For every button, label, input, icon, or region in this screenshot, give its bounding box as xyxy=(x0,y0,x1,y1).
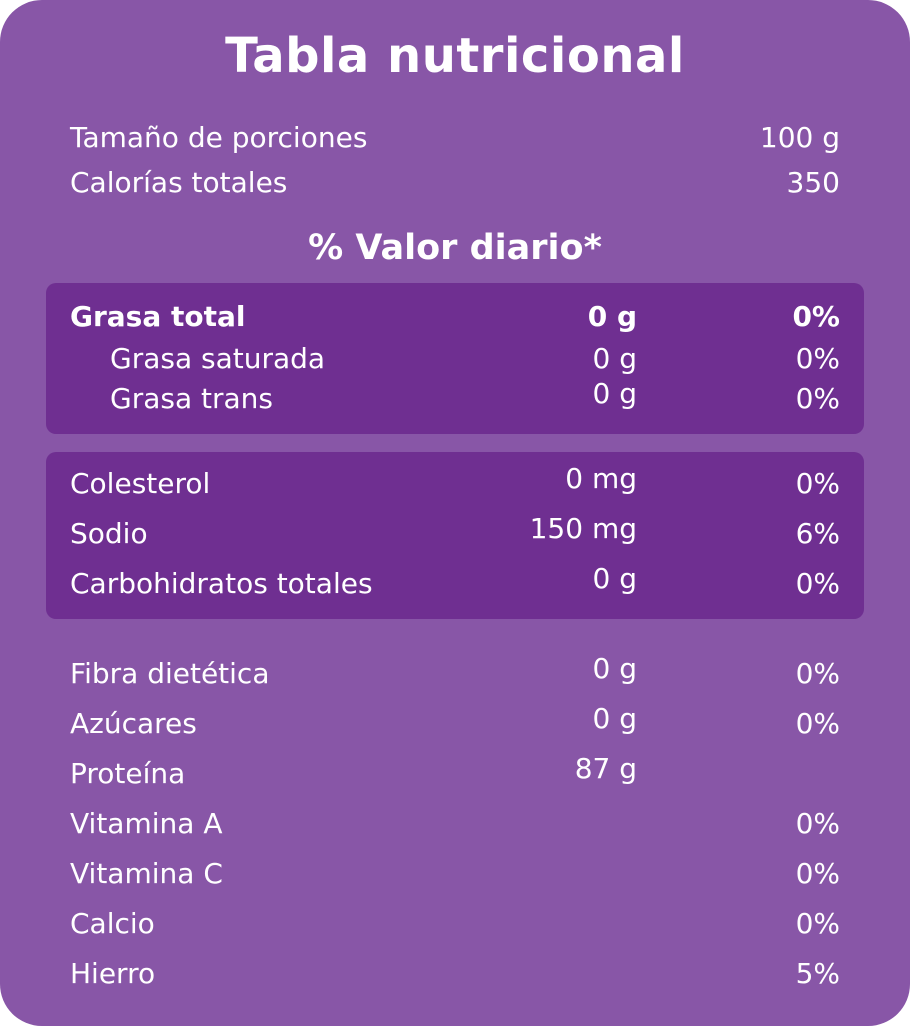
nutrient-percent: 0% xyxy=(795,807,840,840)
nutrient-percent: 0% xyxy=(795,657,840,690)
nutrient-label: Hierro xyxy=(70,957,156,990)
nutrient-percent: 5% xyxy=(795,957,840,990)
page-title: Tabla nutricional xyxy=(225,28,685,84)
nutrient-label: Carbohidratos totales xyxy=(70,567,373,600)
nutrient-percent: 0% xyxy=(795,382,840,415)
serving-size-label: Tamaño de porciones xyxy=(70,121,368,154)
nutrient-label: Grasa trans xyxy=(110,382,273,415)
nutrient-row-carbohydrates: Carbohidratos totales 0 g 0% xyxy=(70,562,840,604)
daily-value-heading: % Valor diario* xyxy=(308,228,602,268)
nutrient-label: Sodio xyxy=(70,517,148,550)
nutrient-label: Azúcares xyxy=(70,707,197,740)
serving-size-value: 100 g xyxy=(759,121,840,154)
nutrient-label: Grasa total xyxy=(70,300,246,333)
nutrient-label: Grasa saturada xyxy=(110,342,326,375)
nutrient-amount: 150 mg xyxy=(529,512,637,545)
nutrient-label: Proteína xyxy=(70,757,186,790)
nutrient-amount: 0 g xyxy=(592,377,638,410)
nutrient-percent: 0% xyxy=(795,567,840,600)
fats-section xyxy=(46,283,864,434)
nutrient-row-iron: Hierro 5% xyxy=(70,954,840,994)
nutrient-label: Vitamina A xyxy=(70,807,223,840)
nutrient-percent: 6% xyxy=(795,517,840,550)
calories-row: Calorías totales 350 xyxy=(70,163,840,203)
nutrient-row-fiber: Fibra dietética 0 g 0% xyxy=(70,652,840,694)
nutrient-percent: 0% xyxy=(795,857,840,890)
nutrient-amount: 0 g xyxy=(592,652,638,685)
calories-value: 350 xyxy=(786,166,840,199)
nutrient-row-saturated-fat: Grasa saturada 0 g 0% xyxy=(70,339,840,379)
nutrient-amount: 0 mg xyxy=(565,462,637,495)
nutrient-percent: 0% xyxy=(795,707,840,740)
nutrient-row-cholesterol: Colesterol 0 mg 0% xyxy=(70,462,840,504)
nutrient-percent: 0% xyxy=(795,342,840,375)
nutrient-row-trans-fat: Grasa trans 0 g 0% xyxy=(70,377,840,419)
nutrient-row-calcium: Calcio 0% xyxy=(70,904,840,944)
nutrient-amount: 0 g xyxy=(587,300,637,333)
nutrient-percent: 0% xyxy=(795,907,840,940)
nutrient-row-total-fat: Grasa total 0 g 0% xyxy=(70,297,840,337)
nutrient-amount: 0 g xyxy=(592,342,638,375)
nutrient-label: Vitamina C xyxy=(70,857,223,890)
serving-size-row: Tamaño de porciones 100 g xyxy=(70,118,840,158)
nutrient-row-vitamin-a: Vitamina A 0% xyxy=(70,804,840,844)
nutrient-amount: 0 g xyxy=(592,562,638,595)
nutrient-row-vitamin-c: Vitamina C 0% xyxy=(70,854,840,894)
nutrient-amount: 87 g xyxy=(574,752,637,785)
calories-label: Calorías totales xyxy=(70,166,288,199)
nutrient-percent: 0% xyxy=(792,300,840,333)
nutrient-row-sugars: Azúcares 0 g 0% xyxy=(70,702,840,744)
nutrient-label: Colesterol xyxy=(70,467,211,500)
nutrient-row-protein: Proteína 87 g xyxy=(70,752,840,794)
nutrient-row-sodium: Sodio 150 mg 6% xyxy=(70,512,840,554)
nutrient-amount: 0 g xyxy=(592,702,638,735)
cholesterol-sodium-carbs-section xyxy=(46,452,864,619)
nutrient-label: Fibra dietética xyxy=(70,657,270,690)
nutrient-percent: 0% xyxy=(795,467,840,500)
nutrient-label: Calcio xyxy=(70,907,155,940)
